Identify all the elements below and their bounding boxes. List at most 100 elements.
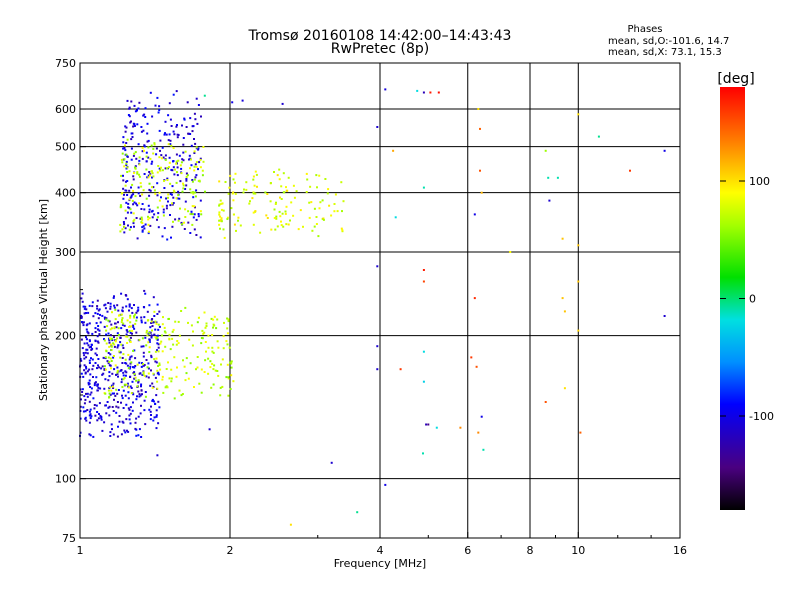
data-point bbox=[116, 337, 119, 340]
data-point bbox=[122, 407, 125, 409]
data-point bbox=[193, 386, 195, 388]
data-point bbox=[179, 207, 181, 210]
data-point bbox=[151, 325, 154, 327]
data-point bbox=[191, 205, 194, 208]
data-point bbox=[195, 161, 198, 164]
data-point bbox=[121, 378, 123, 381]
data-point bbox=[150, 144, 153, 147]
data-point bbox=[142, 345, 145, 348]
colorbar-label: [deg] bbox=[717, 71, 754, 87]
data-point bbox=[116, 369, 119, 372]
data-point bbox=[324, 178, 327, 180]
data-point bbox=[140, 217, 143, 220]
data-point bbox=[228, 346, 231, 349]
data-point bbox=[136, 204, 139, 207]
data-point bbox=[151, 115, 154, 118]
data-point bbox=[196, 366, 199, 369]
data-point bbox=[330, 461, 333, 464]
data-point bbox=[130, 211, 133, 214]
data-point bbox=[169, 204, 172, 207]
data-point bbox=[140, 404, 142, 407]
data-point bbox=[91, 368, 94, 371]
data-point bbox=[98, 308, 101, 311]
data-point bbox=[252, 223, 255, 226]
data-point bbox=[139, 182, 142, 185]
data-point bbox=[193, 112, 196, 115]
data-point bbox=[153, 416, 156, 419]
data-point bbox=[148, 408, 151, 411]
data-point bbox=[231, 101, 234, 104]
data-point bbox=[341, 210, 343, 213]
data-point bbox=[123, 193, 125, 196]
data-point bbox=[151, 382, 154, 385]
data-point bbox=[131, 329, 134, 332]
data-point bbox=[123, 223, 126, 225]
data-point bbox=[285, 205, 288, 208]
grid-lines bbox=[80, 63, 680, 538]
data-point bbox=[273, 171, 275, 173]
data-point bbox=[188, 154, 191, 157]
data-point bbox=[98, 329, 101, 332]
data-point bbox=[133, 171, 135, 174]
data-point bbox=[255, 173, 258, 176]
data-point bbox=[134, 365, 137, 367]
data-point bbox=[195, 368, 197, 371]
data-point bbox=[278, 178, 281, 181]
data-point bbox=[173, 133, 176, 136]
data-point bbox=[126, 330, 129, 333]
data-point bbox=[97, 364, 99, 367]
data-point bbox=[376, 265, 379, 268]
data-point bbox=[160, 166, 162, 169]
data-point bbox=[202, 332, 205, 335]
data-point bbox=[422, 186, 425, 189]
data-point bbox=[185, 357, 188, 360]
data-point bbox=[149, 224, 152, 227]
data-point bbox=[160, 154, 163, 157]
data-point bbox=[150, 336, 153, 339]
data-point bbox=[149, 157, 152, 160]
data-point bbox=[180, 394, 183, 397]
data-point bbox=[230, 366, 233, 369]
data-point bbox=[145, 344, 148, 347]
data-point bbox=[135, 434, 138, 437]
data-point bbox=[425, 423, 428, 426]
data-point bbox=[186, 101, 189, 104]
data-point bbox=[126, 211, 129, 214]
data-point bbox=[156, 194, 159, 197]
data-point bbox=[147, 230, 150, 233]
data-point bbox=[137, 306, 140, 309]
data-point bbox=[172, 166, 175, 169]
data-point bbox=[154, 328, 157, 331]
data-point bbox=[172, 343, 175, 346]
data-point bbox=[122, 374, 125, 377]
data-point bbox=[137, 192, 140, 195]
data-point bbox=[119, 230, 122, 233]
data-point bbox=[178, 197, 181, 200]
data-point bbox=[190, 164, 193, 167]
data-point bbox=[232, 199, 235, 202]
data-point bbox=[319, 201, 322, 204]
data-point bbox=[107, 319, 110, 322]
data-point bbox=[108, 375, 111, 378]
data-point bbox=[283, 191, 286, 194]
data-point bbox=[148, 194, 151, 197]
data-point bbox=[85, 308, 88, 311]
data-point bbox=[109, 343, 112, 346]
data-point bbox=[200, 391, 203, 394]
data-point bbox=[341, 229, 344, 232]
data-point bbox=[422, 380, 425, 383]
data-point bbox=[122, 174, 124, 177]
data-point bbox=[249, 200, 251, 203]
colorbar-ticks: 100 0 -100 bbox=[720, 175, 774, 423]
data-point bbox=[92, 315, 95, 318]
data-point bbox=[124, 335, 127, 338]
data-point bbox=[295, 190, 298, 193]
data-point bbox=[194, 142, 197, 145]
data-point bbox=[111, 337, 113, 340]
data-point bbox=[126, 342, 129, 344]
data-point bbox=[116, 371, 119, 374]
data-point bbox=[139, 194, 142, 197]
data-point bbox=[103, 421, 106, 424]
data-point bbox=[83, 354, 86, 357]
data-point bbox=[202, 160, 205, 163]
